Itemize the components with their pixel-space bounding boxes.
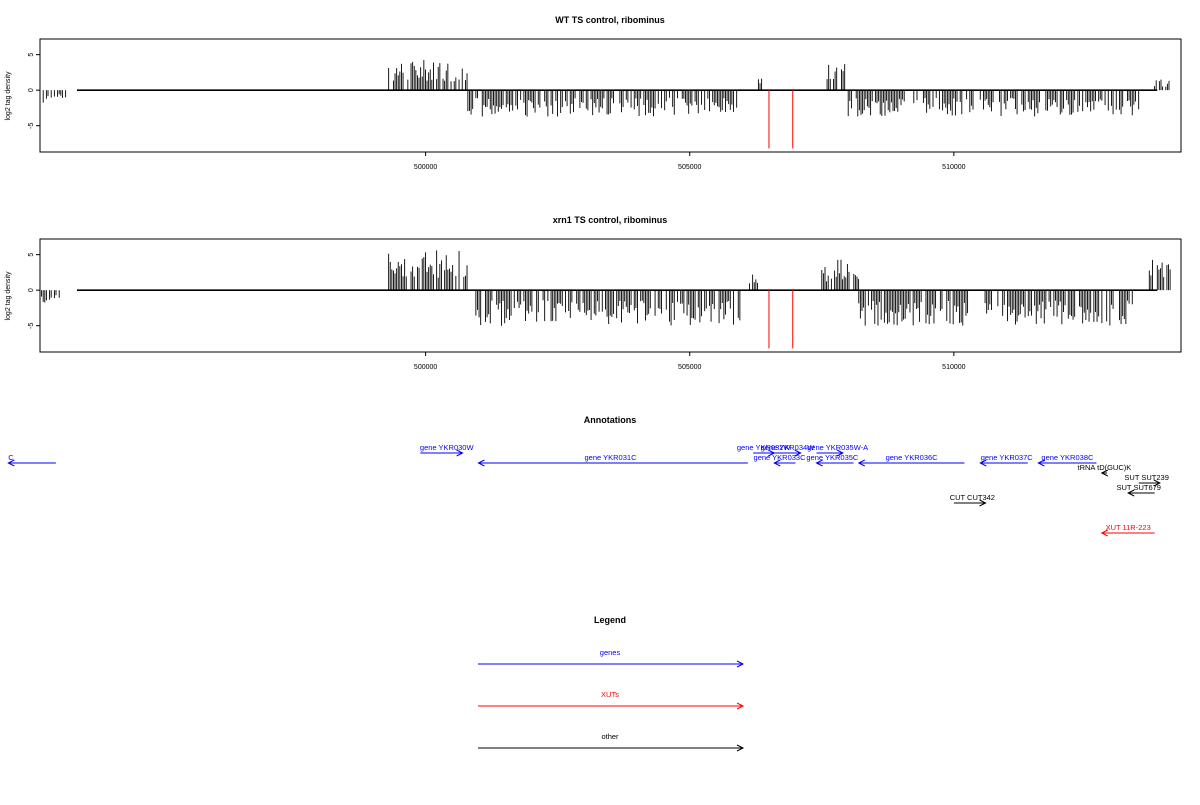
feature-label: SUT SUT239 (1124, 473, 1168, 482)
y-tick-label: 0 (28, 88, 35, 92)
feature-label: SUT SUT679 (1117, 483, 1161, 492)
plot-area: 5 0 -5 500000 505000 510000 (28, 250, 1171, 371)
annotation-feature: gene YKR033C (754, 453, 807, 467)
legend-arrowhead (736, 660, 745, 668)
arrowhead (979, 499, 987, 507)
arrowhead (836, 449, 845, 457)
feature-label: gene YKR036C (886, 453, 939, 462)
annotation-feature: gene YKR037C (979, 453, 1034, 467)
legend-label: XUTs (601, 690, 619, 699)
arrowhead (7, 459, 15, 467)
annotation-feature: gene YKR031C (477, 453, 748, 467)
arrowhead (456, 449, 464, 457)
arrowhead (979, 459, 987, 467)
feature-label: tRNA tD(GUC)K (1078, 463, 1132, 472)
x-tick-label: 500000 (414, 364, 437, 371)
y-axis-label: log2 tag density (5, 271, 12, 321)
annotation-feature: gene YKR038C (1037, 453, 1097, 467)
annotation-feature: gene YKR034W (761, 443, 816, 457)
annotation-feature: XUT 11R-223 (1100, 523, 1155, 537)
legend-arrowhead (736, 744, 745, 752)
feature-label: gene YKR035W-A (807, 443, 868, 452)
annotation-feature: SUT SUT239 (1124, 473, 1169, 487)
legend: Legend genes XUTs other (478, 615, 745, 752)
legend-title: Legend (594, 615, 626, 625)
feature-label: C (8, 453, 14, 462)
y-tick-label: -5 (28, 122, 35, 128)
annotation-feature: CUT CUT342 (950, 493, 995, 507)
legend-entries: genes XUTs other (478, 648, 745, 752)
wt-ts-control-panel: WT TS control, ribominus log2 tag densit… (5, 15, 1182, 171)
annotation-feature: gene YKR035W-A (807, 443, 868, 457)
annotation-feature: C (7, 453, 56, 467)
y-tick-label: 5 (28, 53, 35, 57)
feature-label: XUT 11R-223 (1106, 523, 1151, 532)
annotation-feature: tRNA tD(GUC)K (1078, 463, 1132, 477)
plot-area: 5 0 -5 500000 505000 510000 (28, 53, 1170, 171)
annotation-feature: gene YKR036C (857, 453, 965, 467)
annotation-feature: SUT SUT679 (1117, 483, 1161, 497)
feature-label: gene YKR030W (420, 443, 475, 452)
legend-label: genes (600, 648, 621, 657)
y-tick-label: -5 (28, 322, 35, 328)
panel-title: WT TS control, ribominus (555, 15, 665, 25)
feature-label: gene YKR032W (737, 443, 792, 452)
arrowhead (857, 459, 865, 467)
annotation-feature: gene YKR030W (420, 443, 475, 457)
feature-label: gene YKR037C (981, 453, 1034, 462)
feature-label: gene YKR034W (761, 443, 816, 452)
arrowhead (1153, 479, 1161, 487)
arrowhead (773, 459, 781, 467)
xrn1-ts-control-panel: xrn1 TS control, ribominus log2 tag dens… (5, 215, 1182, 371)
arrowhead (477, 459, 485, 467)
x-tick-label: 510000 (942, 164, 965, 171)
y-tick-label: 5 (28, 253, 35, 257)
arrowhead (1037, 459, 1045, 467)
legend-entry: other (478, 732, 745, 752)
arrowhead (1100, 529, 1108, 537)
annotations-title: Annotations (584, 415, 637, 425)
arrowhead (1100, 469, 1108, 477)
legend-entry: XUTs (478, 690, 745, 710)
x-tick-label: 510000 (942, 364, 965, 371)
annotation-feature: gene YKR035C (806, 453, 859, 467)
feature-label: gene YKR033C (754, 453, 807, 462)
arrowhead (1127, 489, 1135, 497)
feature-label: gene YKR035C (806, 453, 859, 462)
x-tick-label: 505000 (678, 364, 701, 371)
y-axis-label: log2 tag density (5, 71, 12, 121)
panel-title: xrn1 TS control, ribominus (553, 215, 668, 225)
x-tick-label: 505000 (678, 164, 701, 171)
y-tick-label: 0 (28, 288, 35, 292)
feature-label: gene YKR031C (585, 453, 638, 462)
arrowhead (794, 449, 802, 457)
x-tick-label: 500000 (414, 164, 437, 171)
legend-arrowhead (736, 702, 745, 710)
legend-label: other (601, 732, 619, 741)
legend-entry: genes (478, 648, 745, 668)
arrowhead (815, 459, 823, 467)
feature-label: gene YKR038C (1041, 453, 1094, 462)
feature-label: CUT CUT342 (950, 493, 995, 502)
